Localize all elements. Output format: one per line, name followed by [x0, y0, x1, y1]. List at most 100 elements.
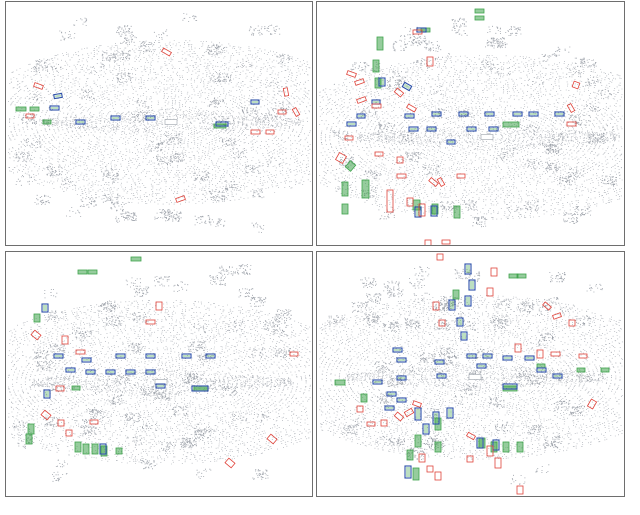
- matched-prediction-box: [432, 411, 440, 425]
- matched-prediction-box: [356, 113, 366, 119]
- ground-truth-box: [82, 443, 90, 455]
- ground-truth-box: [414, 434, 422, 448]
- false-positive-box: [224, 457, 236, 469]
- false-positive-box: [334, 151, 348, 165]
- point-cloud-points: [8, 13, 311, 233]
- matched-prediction-box: [502, 383, 518, 390]
- matched-prediction-box: [392, 347, 403, 353]
- false-positive-box: [490, 267, 498, 277]
- false-positive-box: [426, 465, 434, 473]
- matched-prediction-box: [81, 357, 92, 363]
- ground-truth-box: [372, 59, 380, 73]
- false-positive-box: [403, 407, 415, 418]
- matched-prediction-box: [396, 397, 407, 403]
- ground-truth-box: [334, 379, 346, 386]
- ground-truth-box: [576, 367, 586, 373]
- matched-prediction-box: [65, 367, 76, 373]
- false-positive-box: [61, 335, 69, 345]
- false-positive-box: [568, 319, 576, 327]
- matched-prediction-box: [371, 99, 381, 105]
- matched-prediction-box: [396, 375, 407, 381]
- lidar-bev-view: [319, 8, 623, 245]
- false-positive-box: [145, 319, 156, 325]
- false-positive-box: [536, 349, 544, 359]
- false-positive-box: [426, 56, 434, 67]
- matched-prediction-box: [43, 389, 51, 399]
- matched-prediction-box: [536, 367, 547, 373]
- false-positive-box: [277, 109, 287, 115]
- lidar-bev-view: [8, 13, 311, 233]
- matched-prediction-box: [448, 299, 456, 311]
- matched-prediction-box: [476, 363, 487, 369]
- matched-prediction-box: [404, 113, 415, 119]
- false-positive-box: [418, 453, 426, 463]
- matched-prediction-box: [431, 111, 442, 117]
- ground-truth-box: [360, 393, 368, 403]
- false-positive-box: [436, 176, 446, 188]
- ground-truth-box: [431, 203, 439, 215]
- ground-truth-box: [516, 273, 527, 279]
- false-positive-box: [393, 87, 405, 98]
- matched-prediction-box: [155, 383, 166, 389]
- matched-prediction-box: [386, 391, 397, 397]
- false-positive-box: [30, 329, 42, 341]
- false-positive-box: [33, 82, 44, 90]
- false-positive-box: [486, 287, 494, 297]
- matched-prediction-box: [492, 439, 500, 451]
- ground-truth-box: [341, 203, 349, 215]
- point-cloud: [8, 264, 311, 482]
- matched-prediction-box: [372, 379, 383, 385]
- false-positive-box: [466, 455, 474, 463]
- ground-truth-box: [516, 441, 524, 453]
- false-positive-box: [175, 195, 186, 203]
- ground-truth-box: [374, 77, 382, 89]
- false-positive-box: [406, 197, 414, 207]
- false-positive-box: [265, 129, 275, 135]
- lidar-bev-view: [8, 256, 311, 482]
- matched-prediction-box: [215, 121, 229, 127]
- matched-prediction-box: [205, 353, 216, 359]
- panel-scene-top-right: [316, 1, 625, 246]
- matched-prediction-box: [378, 77, 386, 87]
- false-positive-box: [514, 343, 522, 353]
- ground-truth-box: [474, 15, 485, 21]
- point-cloud-points: [8, 264, 311, 482]
- false-positive-box: [494, 457, 502, 469]
- false-positive-box: [486, 445, 494, 457]
- ground-truth-box: [474, 8, 485, 14]
- matched-prediction-box: [414, 206, 422, 218]
- matched-prediction-box: [464, 295, 472, 307]
- panel-scene-bottom-right: [316, 251, 625, 497]
- ground-truth-box: [453, 205, 461, 219]
- false-positive-box: [456, 173, 466, 179]
- ground-truth-box: [502, 121, 520, 128]
- false-positive-box: [578, 353, 588, 359]
- matched-prediction-box: [105, 369, 116, 375]
- ground-truth-box: [434, 441, 442, 453]
- ground-truth-box: [25, 433, 33, 445]
- matched-prediction-box: [49, 105, 60, 111]
- ground-truth-box: [33, 313, 41, 323]
- ground-truth-box: [502, 441, 510, 453]
- false-positive-box: [354, 78, 365, 86]
- ground-truth-box: [77, 269, 88, 275]
- matched-prediction-box: [524, 355, 535, 361]
- false-positive-box: [155, 301, 163, 311]
- ground-truth-box: [29, 106, 40, 112]
- ego-vehicle: [164, 119, 178, 125]
- false-positive-box: [550, 351, 561, 357]
- matched-prediction-box: [458, 111, 469, 117]
- matched-prediction-box: [528, 111, 539, 117]
- false-positive-box: [65, 429, 73, 437]
- false-positive-box: [428, 177, 439, 187]
- matched-prediction-box: [181, 353, 192, 359]
- false-positive-box: [161, 47, 172, 57]
- false-positive-box: [346, 70, 357, 78]
- matched-prediction-box: [422, 423, 430, 435]
- point-cloud: [8, 13, 311, 233]
- panel-scene-bottom-left: [5, 251, 313, 497]
- lidar-bev-view: [319, 253, 623, 495]
- matched-prediction-box: [434, 359, 445, 365]
- matched-prediction-box: [384, 405, 395, 411]
- matched-prediction-box: [484, 111, 495, 117]
